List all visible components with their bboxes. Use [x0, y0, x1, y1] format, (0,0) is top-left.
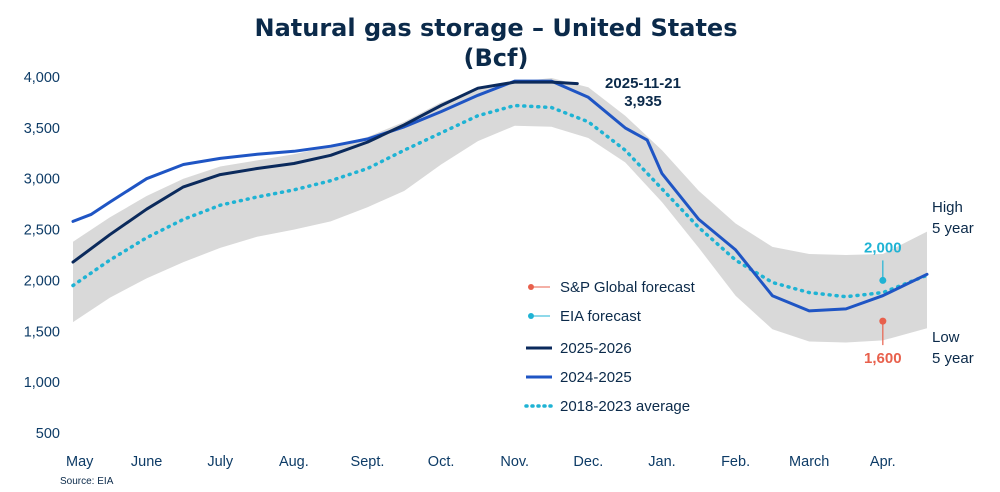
y-tick-label: 4,000	[24, 70, 60, 86]
y-tick-label: 2,000	[24, 273, 60, 289]
series-line-2025-2026	[71, 80, 579, 264]
y-tick-label: 500	[36, 426, 60, 442]
high-range-label: High 5 year	[932, 199, 974, 237]
high-label-line2: 5 year	[932, 220, 974, 237]
chart-title: Natural gas storage – United States	[255, 14, 738, 42]
high-label-line1: High	[932, 199, 963, 216]
sp-forecast-point	[879, 317, 887, 325]
legend: S&P Global forecast EIA forecast 2025-2026…	[524, 279, 696, 415]
sp-forecast-label: 1,600	[864, 350, 902, 367]
legend-label: 2024-2025	[560, 369, 632, 386]
legend-label: 2025-2026	[560, 340, 632, 357]
eia-forecast-point	[879, 276, 887, 284]
y-tick-label: 1,000	[24, 375, 60, 391]
x-tick-label: June	[131, 454, 162, 470]
legend-label: EIA forecast	[560, 308, 642, 325]
low-label-line1: Low	[932, 329, 960, 346]
x-tick-label: Nov.	[500, 454, 529, 470]
peak-annotation: 2025-11-21 3,935	[605, 75, 681, 110]
x-tick-label: Oct.	[428, 454, 455, 470]
low-range-label: Low 5 year	[932, 329, 974, 367]
source-note: Source: EIA	[60, 476, 114, 487]
y-tick-label: 3,000	[24, 172, 60, 188]
legend-label: S&P Global forecast	[560, 279, 696, 296]
legend-label: 2018-2023 average	[560, 398, 690, 415]
y-tick-label: 3,500	[24, 121, 60, 137]
x-tick-label: Dec.	[573, 454, 603, 470]
x-tick-label: May	[66, 454, 94, 470]
series-line-2018-2023-average	[71, 103, 929, 299]
x-tick-label: Aug.	[279, 454, 309, 470]
annotation-date: 2025-11-21	[605, 75, 681, 92]
series-line-2024-2025	[71, 79, 929, 313]
five-year-range-band	[73, 78, 927, 343]
y-tick-label: 2,500	[24, 223, 60, 239]
x-axis: May June July Aug. Sept. Oct. Nov. Dec. Jan. Feb.…	[66, 454, 896, 470]
y-tick-label: 1,500	[24, 324, 60, 340]
x-tick-label: Apr.	[870, 454, 896, 470]
legend-marker-dot	[528, 284, 534, 290]
eia-forecast-label: 2,000	[864, 239, 902, 256]
low-label-line2: 5 year	[932, 350, 974, 367]
x-tick-label: July	[207, 454, 234, 470]
forecast-markers: 1,600 2,000	[864, 239, 902, 367]
series-lines	[71, 79, 929, 313]
chart-title-unit: (Bcf)	[464, 44, 529, 72]
x-tick-label: Jan.	[648, 454, 675, 470]
x-tick-label: Feb.	[721, 454, 750, 470]
legend-marker-dot	[528, 313, 534, 319]
x-tick-label: March	[789, 454, 829, 470]
range-band-area	[73, 78, 927, 343]
y-axis: 4,000 3,500 3,000 2,500 2,000 1,500 1,000 500	[24, 70, 60, 442]
annotation-value: 3,935	[624, 93, 662, 110]
x-tick-label: Sept.	[351, 454, 385, 470]
